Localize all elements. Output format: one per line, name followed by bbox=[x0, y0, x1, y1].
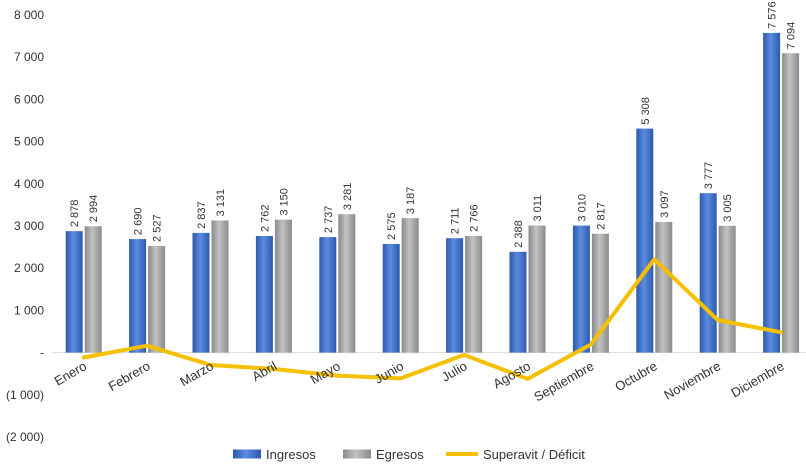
data-label: 2 994 bbox=[88, 195, 100, 223]
line-point bbox=[780, 331, 782, 333]
y-tick-label: 7 000 bbox=[14, 50, 44, 64]
line-point bbox=[463, 354, 465, 356]
bar-egresos bbox=[274, 219, 292, 353]
x-tick-label: Abril bbox=[249, 358, 279, 384]
line-point bbox=[210, 364, 211, 366]
legend-label: Egresos bbox=[376, 447, 424, 462]
bar-ingresos bbox=[65, 231, 83, 353]
bar-ingresos bbox=[763, 32, 781, 353]
legend: Ingresos Egresos Superavit / Déficit bbox=[233, 447, 585, 462]
data-label: 5 308 bbox=[640, 97, 652, 125]
x-tick-label: Febrero bbox=[106, 358, 153, 394]
y-axis: 8 000 7 000 6 000 5 000 4 000 3 000 2 000 1 000… bbox=[6, 8, 806, 444]
x-tick-label: Enero bbox=[52, 358, 90, 388]
data-label: 2 527 bbox=[152, 214, 164, 242]
x-tick-label: Agosto bbox=[490, 358, 533, 391]
bar-ingresos bbox=[255, 236, 273, 353]
bar-egresos bbox=[148, 245, 166, 353]
y-tick-label: - bbox=[40, 346, 44, 360]
line-point bbox=[400, 377, 402, 379]
x-axis: Enero Febrero Marzo Abril Mayo Junio Julio Agos… bbox=[52, 358, 787, 404]
line-point bbox=[653, 258, 655, 260]
x-tick-label: Diciembre bbox=[728, 358, 786, 400]
line-point bbox=[83, 356, 85, 358]
legend-swatch bbox=[343, 449, 371, 459]
data-label: 2 817 bbox=[595, 202, 607, 230]
bar-ingresos bbox=[129, 239, 147, 353]
line-point bbox=[146, 345, 148, 347]
data-label: 2 388 bbox=[513, 220, 525, 248]
data-labels: 2 878 2 690 2 837 2 762 2 737 2 575 2 711 2 388… bbox=[69, 1, 797, 247]
y-tick-label: 1 000 bbox=[14, 303, 44, 317]
legend-swatch bbox=[233, 449, 261, 459]
line-superavit-deficit bbox=[81, 257, 784, 381]
bar-ingresos bbox=[382, 243, 400, 353]
legend-label: Superavit / Déficit bbox=[483, 447, 585, 462]
bar-ingresos bbox=[192, 232, 210, 353]
data-label: 3 131 bbox=[215, 189, 227, 217]
data-label: 3 097 bbox=[659, 190, 671, 218]
line-point bbox=[527, 378, 528, 380]
data-label: 2 711 bbox=[450, 207, 462, 234]
bar-ingresos bbox=[509, 251, 527, 353]
data-label: 3 150 bbox=[278, 188, 290, 216]
data-label: 3 010 bbox=[576, 194, 588, 222]
y-tick-label: 4 000 bbox=[14, 177, 44, 191]
data-label: 3 005 bbox=[722, 194, 734, 222]
bar-egresos bbox=[84, 226, 102, 353]
bar-ingresos bbox=[636, 128, 654, 353]
data-label: 7 094 bbox=[786, 22, 798, 50]
line-layer bbox=[81, 257, 784, 381]
data-label: 7 576 bbox=[767, 1, 779, 29]
x-tick-label: Octubre bbox=[612, 358, 660, 394]
y-tick-label: 5 000 bbox=[14, 135, 44, 149]
bar-egresos bbox=[211, 220, 229, 353]
data-label: 3 281 bbox=[342, 183, 354, 211]
line-point bbox=[590, 343, 592, 345]
bar-egresos bbox=[655, 221, 673, 353]
data-label: 2 575 bbox=[386, 212, 398, 240]
y-tick-label: 8 000 bbox=[14, 8, 44, 22]
line-point bbox=[273, 368, 275, 370]
line-point bbox=[336, 375, 338, 377]
data-label: 2 766 bbox=[469, 204, 481, 232]
y-tick-label: 3 000 bbox=[14, 219, 44, 233]
x-tick-label: Septiembre bbox=[531, 358, 596, 404]
bar-egresos bbox=[465, 235, 483, 353]
bar-egresos bbox=[528, 225, 546, 353]
y-tick-label: (2 000) bbox=[6, 430, 44, 444]
data-label: 3 011 bbox=[532, 195, 544, 222]
x-tick-label: Noviembre bbox=[661, 358, 723, 402]
data-label: 2 762 bbox=[259, 205, 271, 233]
y-tick-label: (1 000) bbox=[6, 388, 44, 402]
legend-label: Ingresos bbox=[266, 447, 316, 462]
data-label: 3 187 bbox=[405, 187, 417, 215]
data-label: 2 837 bbox=[196, 201, 208, 229]
x-tick-label: Marzo bbox=[177, 358, 216, 389]
data-label: 2 690 bbox=[133, 208, 145, 236]
bars bbox=[65, 32, 800, 353]
data-label: 2 878 bbox=[69, 200, 81, 228]
x-tick-label: Mayo bbox=[308, 358, 343, 387]
bar-egresos bbox=[782, 53, 800, 353]
data-label: 2 737 bbox=[323, 206, 335, 234]
bar-ingresos bbox=[446, 238, 464, 353]
y-tick-label: 2 000 bbox=[14, 261, 44, 275]
bar-egresos bbox=[401, 218, 419, 353]
x-tick-label: Junio bbox=[372, 358, 406, 387]
bar-ingresos bbox=[699, 193, 717, 353]
bar-egresos bbox=[338, 214, 356, 353]
bar-ingresos bbox=[572, 225, 590, 353]
legend-swatch bbox=[446, 452, 478, 456]
bar-ingresos bbox=[319, 237, 337, 353]
line-point bbox=[717, 319, 719, 321]
bar-egresos bbox=[718, 225, 736, 353]
y-tick-label: 6 000 bbox=[14, 92, 44, 106]
data-label: 3 777 bbox=[703, 162, 715, 190]
